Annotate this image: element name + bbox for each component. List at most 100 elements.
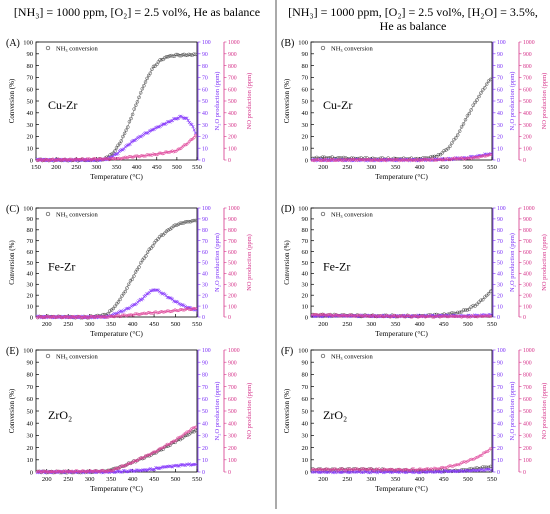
legend-label: NH₃ conversion [331, 46, 374, 53]
x-tick-label: 500 [171, 476, 181, 483]
no-point [350, 468, 353, 472]
catalyst-label: ZrO₂ [323, 408, 347, 422]
no-point [463, 157, 466, 161]
no-point [392, 314, 395, 317]
nh3-point [139, 261, 143, 265]
n2o-point [161, 465, 166, 469]
no-tick-label: 900 [228, 52, 237, 58]
nh3-point [481, 88, 485, 92]
y-tick-label: 90 [302, 51, 309, 58]
nh3-point [471, 303, 475, 308]
no-point [463, 460, 466, 463]
no-point [429, 157, 433, 161]
no-point [444, 466, 448, 470]
no-point [384, 159, 388, 163]
n2o-tick-label: 70 [202, 76, 208, 82]
no-point [465, 156, 469, 160]
no-point [442, 466, 446, 470]
no-point [467, 156, 471, 160]
no-point [86, 316, 89, 320]
no-point [360, 467, 364, 471]
n2o-point [141, 297, 145, 301]
nh3-point [463, 308, 468, 312]
y-tick-label: 50 [302, 98, 309, 105]
n2o-point [124, 470, 128, 474]
x-tick-label: 400 [415, 476, 425, 483]
series-line [310, 288, 493, 317]
nh3-point [187, 219, 191, 224]
no-point [315, 312, 319, 316]
no-point [328, 312, 332, 316]
nh3-point [163, 231, 167, 235]
n2o-tick-label: 90 [202, 217, 208, 223]
no-point [178, 147, 182, 151]
no-point [354, 314, 358, 318]
nh3-point [455, 133, 460, 137]
nh3-point [483, 465, 487, 469]
y-tick-label: 10 [27, 457, 34, 464]
x-tick-label: 200 [51, 164, 61, 171]
x-tick-label: 350 [391, 321, 401, 328]
x-tick-label: 200 [318, 321, 328, 328]
n2o-tick-label: 70 [497, 239, 503, 245]
no-point [464, 460, 468, 464]
n2o-point [162, 122, 166, 126]
no-point [400, 468, 404, 472]
no-point [376, 159, 380, 163]
no-point [471, 156, 475, 160]
no-point [468, 156, 472, 160]
y-tick-label: 40 [302, 110, 309, 117]
no-point [37, 469, 41, 473]
y-axis-label-n2o: N₂O production (ppm) [509, 233, 516, 292]
no-tick-label: 900 [523, 52, 532, 58]
y-tick-label: 0 [305, 314, 308, 321]
no-point [82, 158, 86, 162]
nh3-point [483, 86, 487, 90]
no-point [74, 315, 78, 319]
no-point [428, 468, 432, 472]
no-point [318, 313, 322, 317]
nh3-point [135, 100, 140, 104]
x-tick-label: 400 [128, 321, 138, 328]
panel-label: (B) [281, 38, 294, 49]
no-tick-label: 100 [523, 304, 532, 310]
no-point [480, 315, 484, 318]
no-point [84, 470, 88, 474]
no-point [432, 466, 436, 470]
n2o-point [152, 467, 157, 472]
nh3-point [432, 154, 437, 159]
no-tick-label: 500 [228, 99, 237, 105]
no-tick-label: 500 [523, 99, 532, 105]
no-point [128, 155, 132, 158]
nh3-point [130, 277, 134, 282]
no-point [470, 157, 474, 160]
n2o-tick-label: 10 [497, 304, 503, 310]
x-tick-label: 450 [152, 164, 162, 171]
x-tick-label: 500 [463, 321, 473, 328]
no-point [163, 310, 167, 314]
x-tick-label: 150 [31, 164, 41, 171]
no-point [447, 158, 451, 162]
nh3-point [142, 256, 146, 260]
no-point [441, 314, 445, 318]
no-point [390, 314, 394, 318]
no-point [331, 467, 335, 471]
no-point [357, 158, 361, 161]
x-tick-label: 350 [112, 164, 122, 171]
nh3-point [117, 141, 122, 146]
n2o-point [182, 463, 186, 467]
series-line [35, 133, 198, 161]
n2o-tick-label: 30 [497, 283, 503, 289]
no-point [448, 314, 452, 318]
n2o-point [190, 122, 194, 127]
no-point [150, 311, 154, 315]
no-point [481, 154, 485, 157]
no-point [162, 310, 165, 314]
no-point [457, 463, 461, 467]
no-point [397, 467, 401, 471]
no-point [421, 468, 424, 472]
y-axis-label-no: NO production (ppm) [246, 383, 253, 440]
y-tick-label: 90 [27, 51, 34, 58]
no-point [394, 158, 398, 161]
